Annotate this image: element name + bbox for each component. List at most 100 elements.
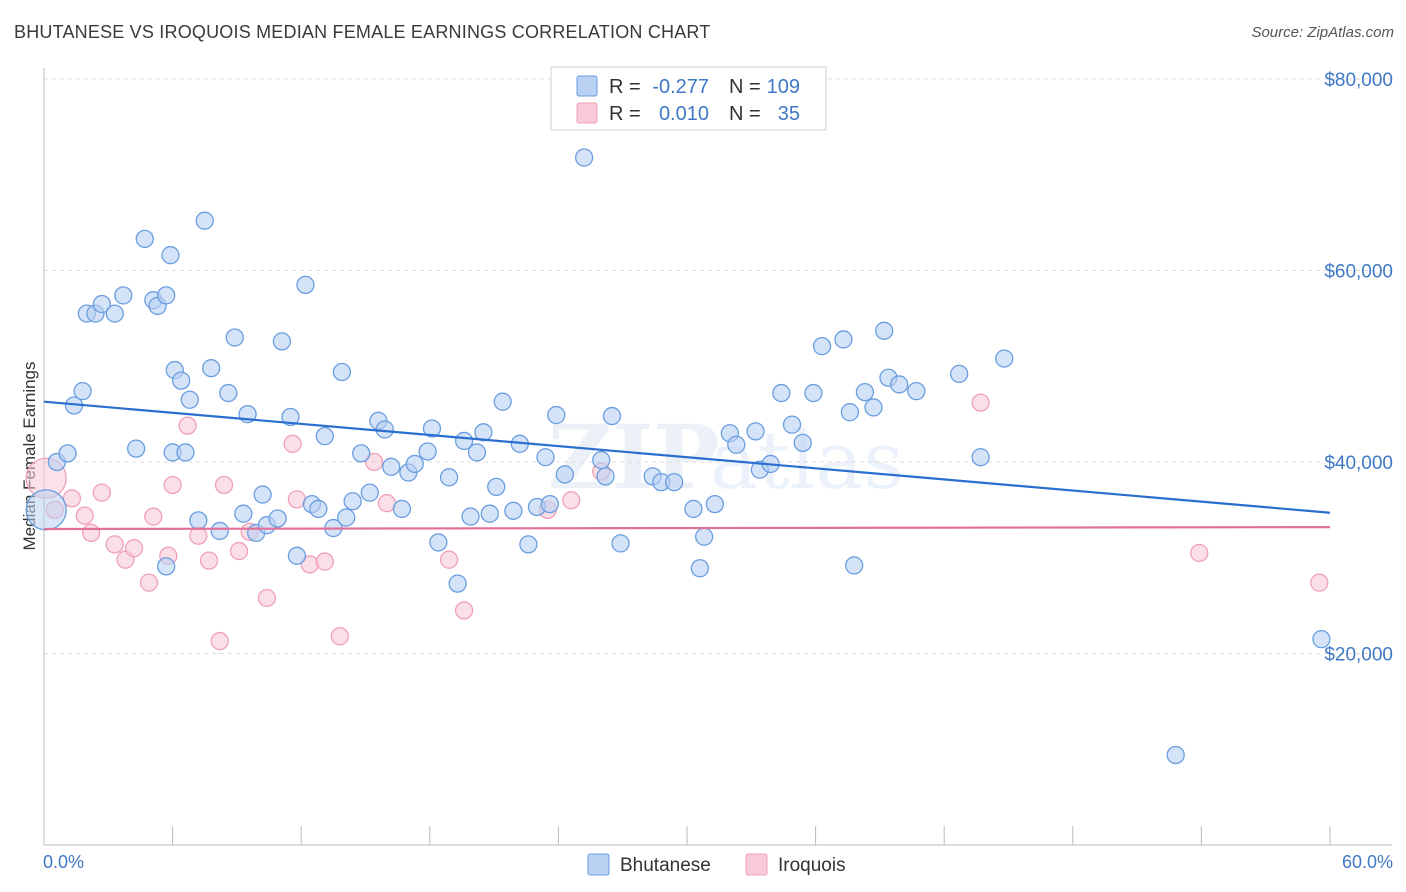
legend-r-value-1: -0.277: [652, 76, 709, 98]
bhutanese-point: [845, 556, 864, 575]
bhutanese-point: [487, 477, 506, 497]
bhutanese-point: [281, 407, 300, 427]
bhutanese-point: [746, 422, 765, 441]
x-tick-label-min: 0.0%: [43, 852, 84, 872]
bhutanese-point: [555, 465, 574, 484]
bhutanese-point: [474, 423, 493, 442]
legend-n-label-2: N =: [729, 103, 761, 125]
bhutanese-point: [309, 499, 328, 519]
bhutanese-point: [25, 489, 67, 531]
bhutanese-point: [504, 501, 523, 520]
bhutanese-point: [382, 457, 401, 476]
y-tick-label: $20,000: [1324, 645, 1393, 666]
legend-n-label-1: N =: [729, 76, 761, 98]
bhutanese-point: [172, 371, 191, 390]
bhutanese-point: [210, 521, 229, 541]
bhutanese-point: [343, 492, 362, 511]
bhutanese-point: [834, 330, 853, 349]
x-tick-marks: [43, 826, 1331, 845]
bhutanese-point: [855, 382, 875, 402]
bhutanese-point: [337, 508, 356, 527]
bhutanese-point: [480, 504, 499, 523]
bhutanese-point: [493, 392, 512, 411]
bhutanese-point: [602, 406, 622, 426]
bhutanese-trend-line: [43, 400, 1331, 514]
bhutanese-point: [296, 275, 315, 295]
bhutanese-point: [202, 359, 221, 378]
bhutanese-point: [189, 511, 208, 530]
iroquois-point: [105, 535, 124, 554]
legend-r-value-2: 0.010: [659, 103, 709, 125]
bhutanese-point: [995, 349, 1014, 368]
iroquois-point: [454, 601, 474, 620]
iroquois-point: [257, 588, 277, 608]
bhutanese-point: [611, 534, 630, 553]
bhutanese-point: [1166, 745, 1185, 765]
bhutanese-point: [176, 443, 195, 462]
legend-swatch-bhutanese: [576, 75, 598, 97]
iroquois-point: [62, 489, 82, 508]
bhutanese-point: [234, 504, 253, 523]
bhutanese-point: [694, 527, 714, 546]
bhutanese-point: [782, 415, 802, 434]
bhutanese-point: [157, 286, 176, 305]
x-tick-label-max: 60.0%: [1342, 852, 1393, 872]
bhutanese-point: [812, 336, 832, 356]
bhutanese-point: [875, 321, 894, 340]
legend-swatch-iroquois: [576, 102, 598, 124]
iroquois-point: [315, 552, 334, 571]
y-tick-label: $40,000: [1324, 453, 1393, 474]
legend-r-label-1: R =: [609, 76, 641, 98]
bhutanese-point: [467, 443, 487, 462]
bhutanese-point: [439, 468, 459, 487]
iroquois-point: [139, 573, 159, 592]
iroquois-point: [199, 551, 219, 570]
watermark: ZIP atlas: [548, 405, 904, 509]
iroquois-point: [229, 541, 249, 561]
bhutanese-point: [219, 383, 238, 403]
bhutanese-point: [392, 499, 412, 519]
legend-n-value-2: 35: [778, 103, 800, 125]
bhutanese-point: [574, 148, 594, 167]
bhutanese-point: [547, 405, 566, 425]
bhutanese-point: [253, 485, 272, 504]
iroquois-point: [75, 506, 94, 525]
bhutanese-point: [536, 448, 555, 467]
bhutanese-point: [405, 454, 424, 474]
bhutanese-point: [195, 211, 214, 230]
bhutanese-point: [157, 557, 176, 576]
legend-top: R = -0.277 N = 109 R = 0.010 N = 35: [550, 66, 827, 131]
bhutanese-point: [971, 448, 990, 467]
legend-bottom: Bhutanese Iroquois: [587, 853, 846, 876]
iroquois-trend-line: [43, 526, 1331, 531]
bhutanese-point: [684, 499, 703, 519]
bhutanese-point: [105, 304, 124, 323]
bhutanese-point: [596, 467, 615, 486]
bhutanese-point: [1312, 629, 1331, 649]
bhutanese-point: [664, 472, 684, 492]
bhutanese-point: [519, 535, 538, 554]
bhutanese-point: [950, 364, 969, 384]
bhutanese-point: [793, 433, 812, 453]
bhutanese-point: [840, 403, 860, 422]
iroquois-point: [92, 483, 112, 502]
bhutanese-point: [705, 494, 725, 514]
bhutanese-point: [907, 381, 926, 401]
bhutanese-point: [92, 294, 112, 314]
bhutanese-point: [540, 494, 559, 514]
iroquois-point: [144, 507, 163, 526]
iroquois-point: [210, 631, 229, 651]
watermark-atlas: atlas: [710, 414, 904, 507]
bhutanese-point: [864, 398, 883, 417]
bhutanese-point: [448, 574, 467, 593]
chart-source: Source: ZipAtlas.com: [1251, 24, 1394, 41]
bhutanese-point: [272, 332, 292, 351]
iroquois-point: [214, 475, 234, 495]
bhutanese-point: [772, 383, 791, 403]
iroquois-point: [971, 393, 990, 412]
iroquois-point: [124, 539, 144, 558]
iroquois-point: [1190, 543, 1209, 563]
y-tick-label: $80,000: [1324, 70, 1393, 91]
bhutanese-point: [268, 509, 287, 528]
